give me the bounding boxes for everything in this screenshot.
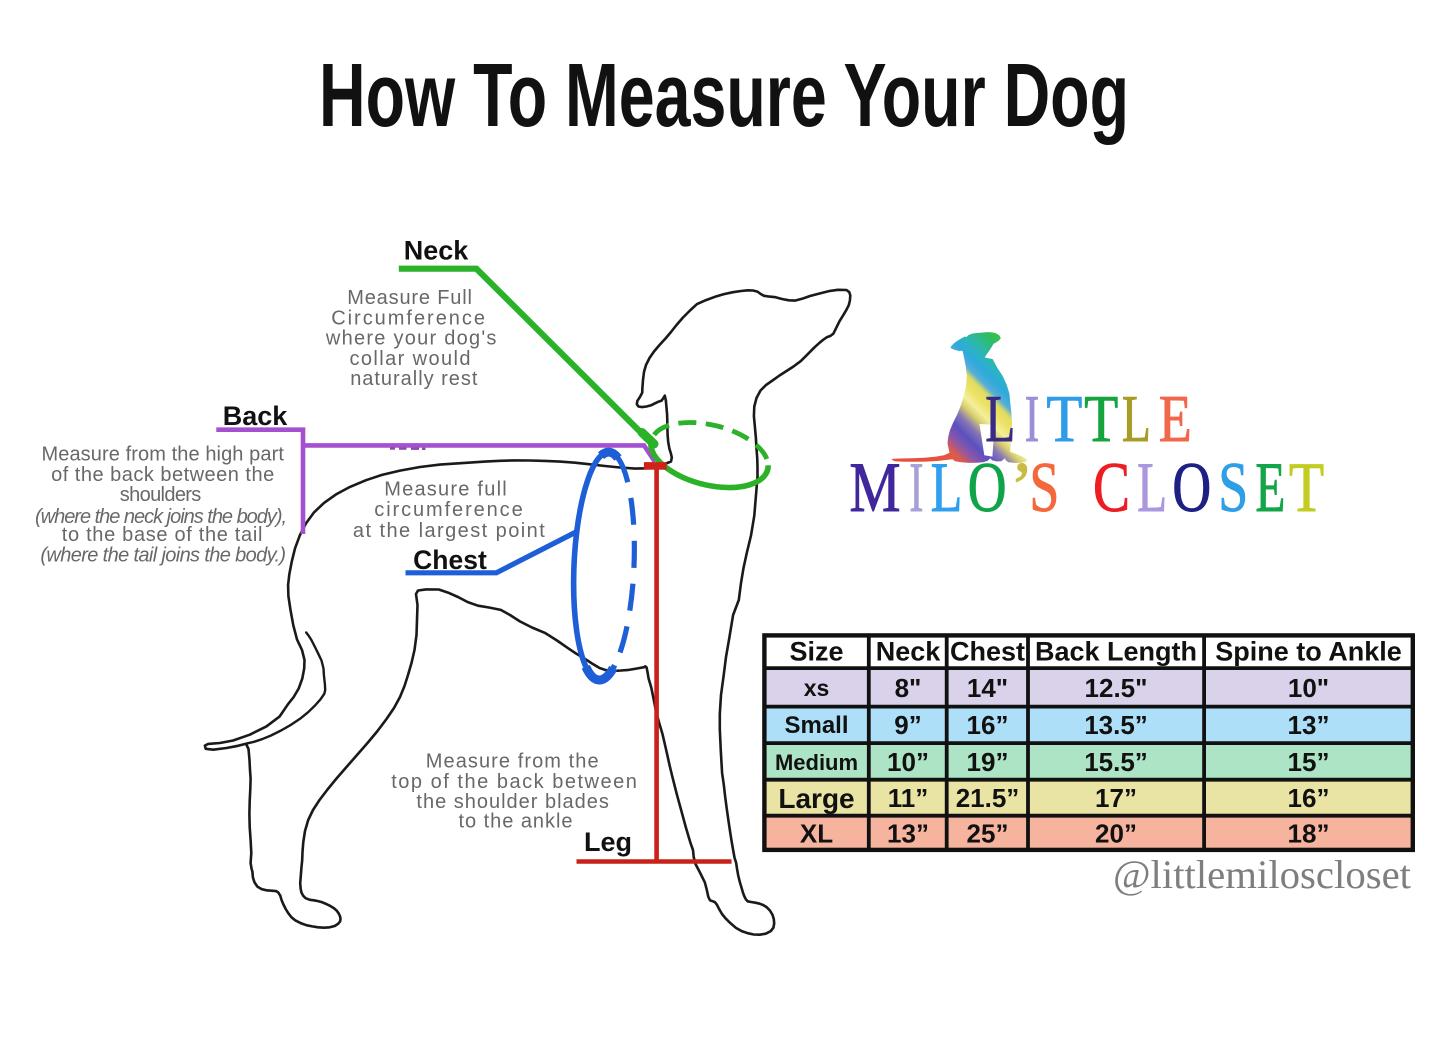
svg-text:of the back between the: of the back between the xyxy=(51,464,274,486)
svg-text:naturally rest: naturally rest xyxy=(350,368,478,390)
svg-text:8": 8" xyxy=(895,673,922,703)
svg-text:at the largest point: at the largest point xyxy=(353,520,545,542)
svg-text:T: T xyxy=(1289,449,1324,527)
svg-text:@littlemiloscloset: @littlemiloscloset xyxy=(1113,852,1411,897)
svg-text:’: ’ xyxy=(1010,449,1034,527)
svg-text:Measure from the: Measure from the xyxy=(426,751,599,773)
svg-text:collar would: collar would xyxy=(350,348,471,370)
svg-text:How To Measure Your Dog: How To Measure Your Dog xyxy=(319,46,1129,146)
svg-text:Back: Back xyxy=(223,401,289,431)
svg-text:shoulders: shoulders xyxy=(120,484,202,506)
svg-text:17”: 17” xyxy=(1095,783,1137,813)
svg-text:Measure full: Measure full xyxy=(384,479,507,501)
svg-text:20”: 20” xyxy=(1095,819,1137,849)
svg-text:Circumference: Circumference xyxy=(331,307,485,329)
svg-text:Medium: Medium xyxy=(775,750,858,775)
svg-text:XL: XL xyxy=(800,819,833,849)
svg-text:25”: 25” xyxy=(967,819,1009,849)
svg-text:10": 10" xyxy=(1288,673,1329,703)
svg-text:Chest: Chest xyxy=(950,637,1025,667)
svg-text:O: O xyxy=(968,449,1007,527)
svg-text:to the ankle: to the ankle xyxy=(459,810,573,832)
svg-text:T: T xyxy=(1084,382,1118,456)
svg-text:Size: Size xyxy=(789,637,843,667)
svg-text:14": 14" xyxy=(967,673,1008,703)
svg-text:Spine to Ankle: Spine to Ankle xyxy=(1215,637,1402,667)
svg-text:18”: 18” xyxy=(1288,819,1330,849)
svg-text:L: L xyxy=(1137,449,1167,527)
svg-text:16”: 16” xyxy=(967,710,1009,740)
svg-text:I: I xyxy=(909,449,923,527)
svg-text:Measure Full: Measure Full xyxy=(347,287,472,309)
svg-text:Leg: Leg xyxy=(584,827,632,857)
svg-text:Small: Small xyxy=(784,712,848,739)
svg-text:9”: 9” xyxy=(894,710,921,740)
svg-text:circumference: circumference xyxy=(374,499,522,521)
svg-text:Measure from the high part: Measure from the high part xyxy=(42,444,285,466)
svg-text:top of the back between: top of the back between xyxy=(391,771,637,793)
svg-text:O: O xyxy=(1172,449,1211,527)
svg-text:13”: 13” xyxy=(1288,710,1330,740)
svg-text:19”: 19” xyxy=(967,747,1009,777)
svg-text:11”: 11” xyxy=(888,783,929,813)
svg-text:Neck: Neck xyxy=(876,637,942,667)
svg-text:Back Length: Back Length xyxy=(1035,637,1197,667)
svg-text:Large: Large xyxy=(778,783,854,814)
svg-text:M: M xyxy=(849,449,900,527)
svg-text:13.5”: 13.5” xyxy=(1084,710,1148,740)
svg-text:where your dog's: where your dog's xyxy=(325,327,497,349)
svg-text:16”: 16” xyxy=(1288,783,1330,813)
svg-text:(where the tail joins the body: (where the tail joins the body.) xyxy=(40,544,286,566)
svg-text:Chest: Chest xyxy=(413,545,487,575)
svg-text:21.5”: 21.5” xyxy=(956,783,1020,813)
svg-text:T: T xyxy=(1046,382,1082,456)
svg-text:the shoulder blades: the shoulder blades xyxy=(416,791,609,813)
svg-text:L: L xyxy=(1122,382,1151,456)
svg-text:Neck: Neck xyxy=(404,235,470,265)
svg-text:I: I xyxy=(1025,382,1040,456)
svg-text:E: E xyxy=(1255,449,1285,527)
svg-text:to the base of the tail: to the base of the tail xyxy=(62,524,263,546)
svg-text:L: L xyxy=(931,449,963,527)
svg-text:xs: xs xyxy=(804,675,830,701)
svg-text:S: S xyxy=(1029,449,1059,527)
svg-text:15”: 15” xyxy=(1288,747,1330,777)
svg-text:C: C xyxy=(1093,449,1130,527)
svg-text:L: L xyxy=(985,382,1015,456)
svg-text:E: E xyxy=(1159,382,1192,456)
svg-text:S: S xyxy=(1218,449,1248,527)
svg-text:(where the neck joins the body: (where the neck joins the body), xyxy=(35,506,287,528)
svg-text:10”: 10” xyxy=(887,747,929,777)
svg-text:13”: 13” xyxy=(887,819,929,849)
svg-text:12.5": 12.5" xyxy=(1085,673,1148,703)
svg-text:15.5”: 15.5” xyxy=(1084,747,1148,777)
